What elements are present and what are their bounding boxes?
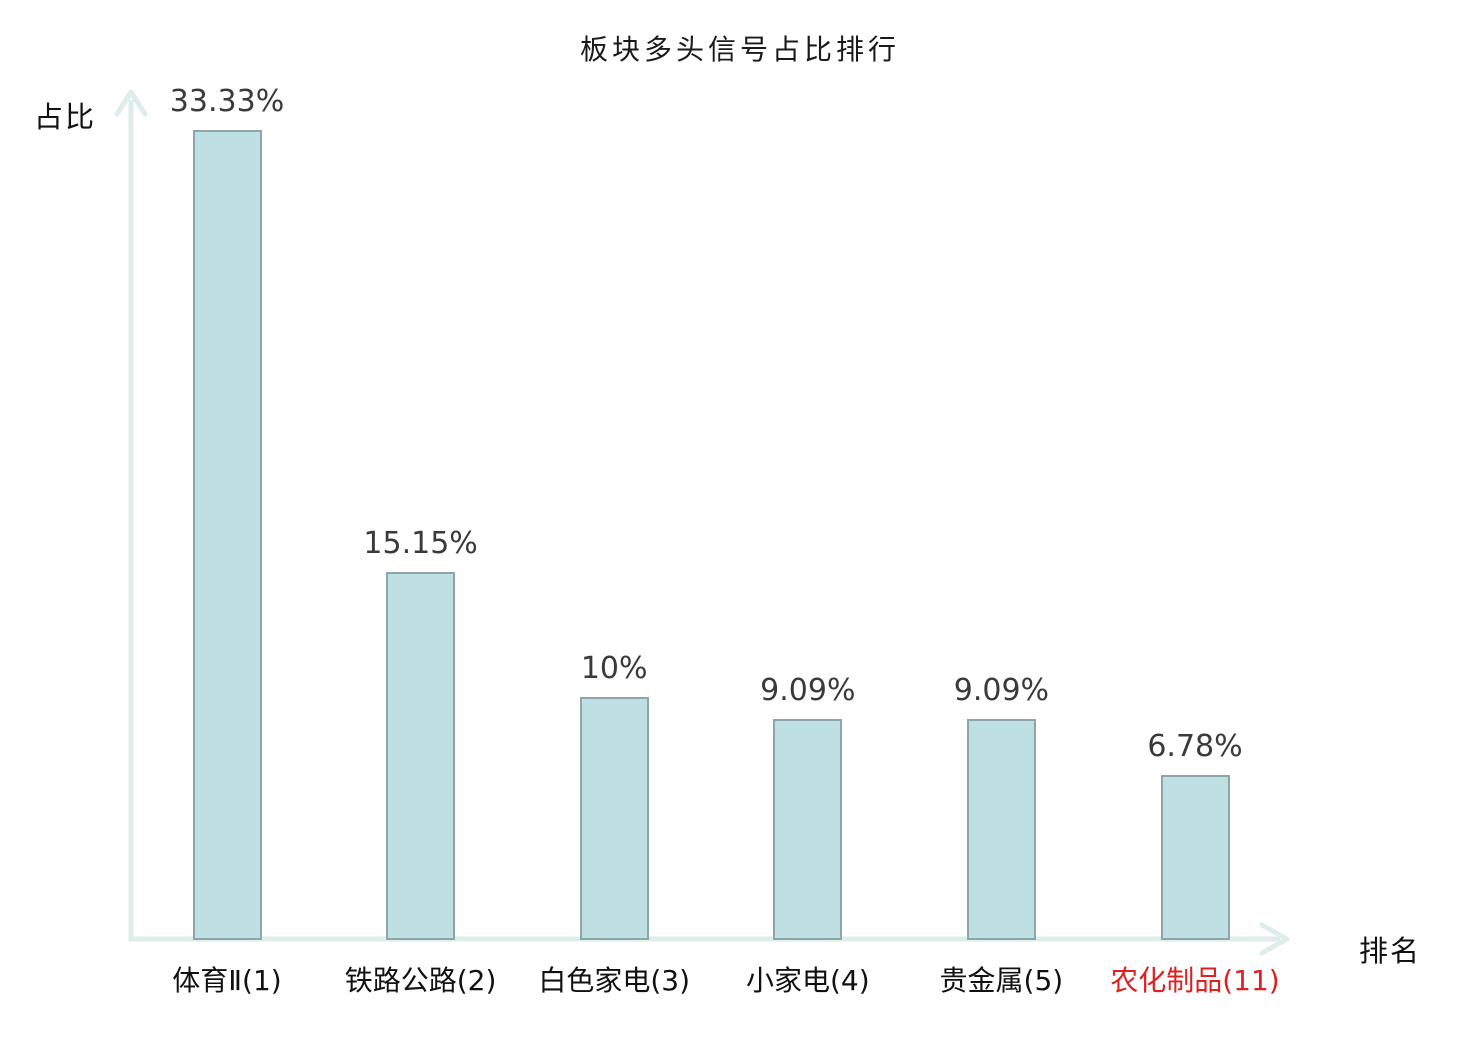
- chart-title: 板块多头信号占比排行: [579, 33, 900, 66]
- bar-value-label: 9.09%: [760, 673, 856, 708]
- category-label: 铁路公路(2): [344, 964, 497, 997]
- category-label: 体育Ⅱ(1): [172, 964, 282, 997]
- bar: [966, 719, 1036, 940]
- bar: [192, 130, 262, 940]
- bar: [1160, 775, 1230, 940]
- bar-value-label: 10%: [580, 651, 648, 686]
- category-label: 白色家电(3): [538, 964, 691, 997]
- bar-value-label: 9.09%: [953, 673, 1050, 708]
- y-axis-arrow-icon: [114, 89, 148, 117]
- bar-value-label: 33.33%: [169, 84, 285, 119]
- bar: [386, 572, 456, 940]
- bar-value-label: 15.15%: [363, 526, 478, 561]
- category-label: 小家电(4): [745, 964, 870, 997]
- category-label: 贵金属(5): [939, 964, 1064, 997]
- bar: [773, 719, 843, 940]
- category-label: 农化制品(11): [1110, 964, 1280, 997]
- bar: [579, 697, 649, 940]
- y-axis-label: 占比: [34, 100, 97, 134]
- x-axis-arrow-icon: [1259, 922, 1290, 956]
- x-axis-label: 排名: [1359, 934, 1422, 968]
- bar-value-label: 6.78%: [1147, 729, 1243, 764]
